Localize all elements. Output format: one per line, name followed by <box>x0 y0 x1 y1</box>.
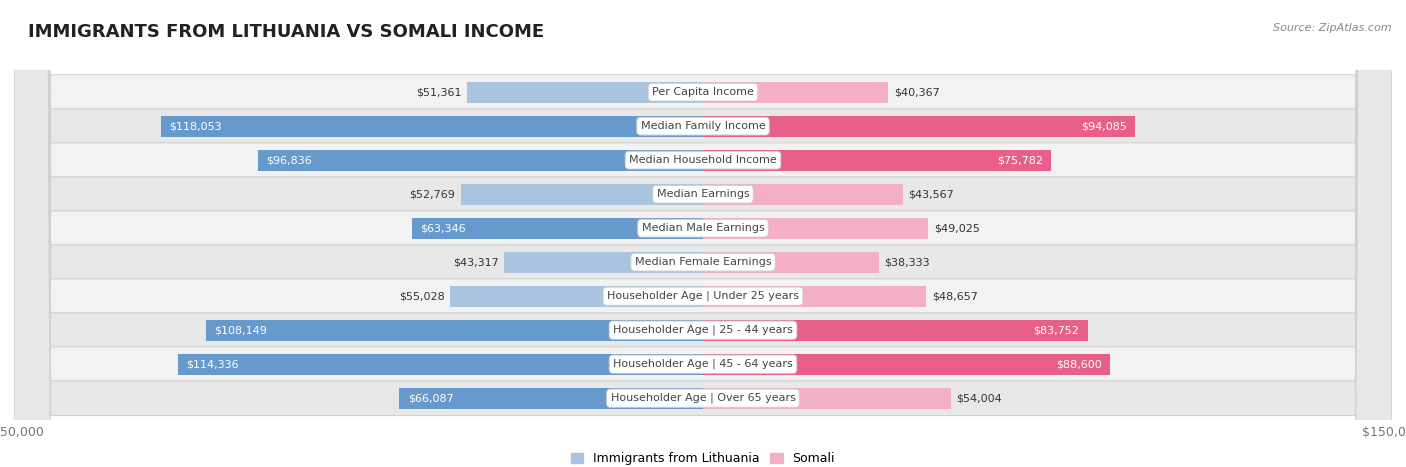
Text: $108,149: $108,149 <box>215 325 267 335</box>
Text: Median Female Earnings: Median Female Earnings <box>634 257 772 267</box>
Text: $75,782: $75,782 <box>997 155 1043 165</box>
Text: $118,053: $118,053 <box>169 121 222 131</box>
Text: Median Family Income: Median Family Income <box>641 121 765 131</box>
Bar <box>503 252 703 273</box>
Bar <box>703 149 1052 171</box>
FancyBboxPatch shape <box>14 0 1392 467</box>
Text: $43,567: $43,567 <box>908 189 955 199</box>
Text: $83,752: $83,752 <box>1033 325 1080 335</box>
Text: Householder Age | 25 - 44 years: Householder Age | 25 - 44 years <box>613 325 793 335</box>
Bar <box>259 149 703 171</box>
Text: $66,087: $66,087 <box>408 393 454 403</box>
Bar <box>207 319 703 341</box>
Bar <box>450 286 703 307</box>
Bar <box>703 319 1088 341</box>
Bar <box>461 184 703 205</box>
FancyBboxPatch shape <box>14 0 1392 467</box>
Text: Source: ZipAtlas.com: Source: ZipAtlas.com <box>1274 23 1392 33</box>
Bar <box>703 354 1109 375</box>
Bar <box>160 116 703 137</box>
Text: Median Earnings: Median Earnings <box>657 189 749 199</box>
Text: $40,367: $40,367 <box>894 87 939 97</box>
FancyBboxPatch shape <box>14 0 1392 467</box>
Bar <box>412 218 703 239</box>
Bar <box>703 286 927 307</box>
Text: $51,361: $51,361 <box>416 87 461 97</box>
Bar <box>703 82 889 103</box>
Text: $49,025: $49,025 <box>934 223 980 233</box>
Bar <box>467 82 703 103</box>
FancyBboxPatch shape <box>14 0 1392 467</box>
FancyBboxPatch shape <box>14 0 1392 467</box>
Text: $52,769: $52,769 <box>409 189 456 199</box>
FancyBboxPatch shape <box>14 0 1392 467</box>
Bar <box>703 184 903 205</box>
Text: $38,333: $38,333 <box>884 257 931 267</box>
Text: $48,657: $48,657 <box>932 291 977 301</box>
Text: Per Capita Income: Per Capita Income <box>652 87 754 97</box>
Bar <box>703 218 928 239</box>
FancyBboxPatch shape <box>14 0 1392 467</box>
Legend: Immigrants from Lithuania, Somali: Immigrants from Lithuania, Somali <box>567 447 839 467</box>
Text: $54,004: $54,004 <box>956 393 1002 403</box>
Bar <box>179 354 703 375</box>
Text: $55,028: $55,028 <box>399 291 444 301</box>
Text: Median Male Earnings: Median Male Earnings <box>641 223 765 233</box>
FancyBboxPatch shape <box>14 0 1392 467</box>
Text: Householder Age | 45 - 64 years: Householder Age | 45 - 64 years <box>613 359 793 369</box>
Text: $96,836: $96,836 <box>267 155 312 165</box>
Text: $94,085: $94,085 <box>1081 121 1126 131</box>
Text: $43,317: $43,317 <box>453 257 499 267</box>
Text: $114,336: $114,336 <box>186 359 239 369</box>
Bar <box>703 116 1135 137</box>
Bar <box>703 252 879 273</box>
Text: $63,346: $63,346 <box>420 223 465 233</box>
FancyBboxPatch shape <box>14 0 1392 467</box>
Text: Householder Age | Under 25 years: Householder Age | Under 25 years <box>607 291 799 301</box>
Text: Median Household Income: Median Household Income <box>628 155 778 165</box>
Text: $88,600: $88,600 <box>1056 359 1102 369</box>
Bar <box>399 388 703 409</box>
FancyBboxPatch shape <box>14 0 1392 467</box>
Text: Householder Age | Over 65 years: Householder Age | Over 65 years <box>610 393 796 403</box>
Text: IMMIGRANTS FROM LITHUANIA VS SOMALI INCOME: IMMIGRANTS FROM LITHUANIA VS SOMALI INCO… <box>28 23 544 42</box>
Bar <box>703 388 950 409</box>
